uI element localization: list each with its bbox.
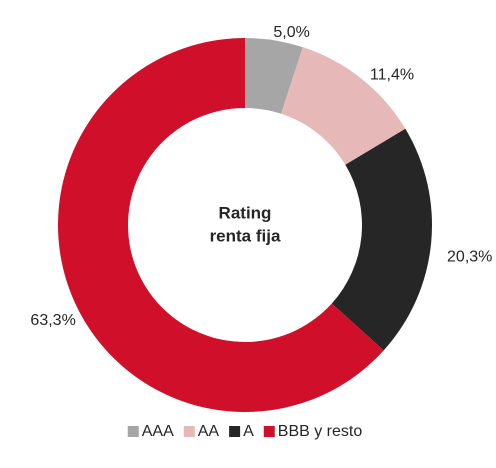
legend-label: A [243,423,254,440]
legend-swatch [263,426,275,437]
legend-label: AA [198,423,220,440]
donut-slice [331,128,432,351]
donut-slice [58,37,384,412]
value-label: 63,3% [30,312,75,329]
value-label: 5,0% [273,24,309,41]
legend-label: BBB y resto [278,423,363,440]
value-label: 11,4% [370,66,414,83]
legend-label: AAA [142,423,174,440]
legend-swatch [229,426,241,437]
center-label: renta fija [210,226,281,245]
legend-swatch [127,426,139,437]
legend-swatch [183,426,195,437]
value-label: 20,3% [447,248,492,265]
center-label: Rating [219,203,272,222]
donut-slice [245,38,303,114]
donut-slice [281,47,406,165]
